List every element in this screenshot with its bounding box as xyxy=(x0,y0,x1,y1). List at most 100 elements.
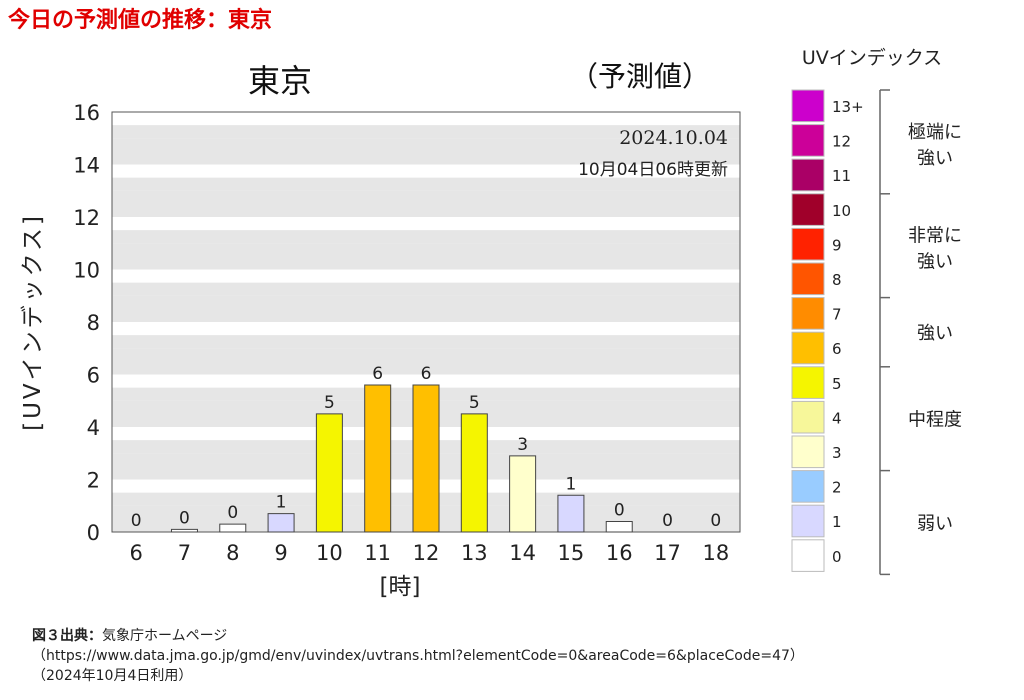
source-label: 図３出典： xyxy=(32,628,102,644)
grid-band xyxy=(112,230,740,244)
legend-group-label: 弱い xyxy=(917,514,953,535)
y-tick-label: 6 xyxy=(87,364,100,388)
grid-band xyxy=(112,335,740,349)
legend-level-label: 12 xyxy=(832,133,851,151)
bar-label-12: 6 xyxy=(421,364,432,384)
bar-label-17: 0 xyxy=(662,511,673,531)
legend-swatch xyxy=(791,124,825,157)
chart-updated: 10月04日06時更新 xyxy=(578,160,728,180)
bar-label-6: 0 xyxy=(131,511,142,531)
legend-swatch xyxy=(791,262,825,296)
x-tick-label: 10 xyxy=(316,541,343,565)
chart-title: 東京 xyxy=(248,62,312,100)
source-date: （2024年10月4日利用） xyxy=(32,668,193,684)
legend-level-label: 4 xyxy=(832,409,842,427)
grid-band xyxy=(112,256,740,270)
source-org: 気象庁ホームページ xyxy=(102,628,228,644)
x-tick-label: 16 xyxy=(606,541,633,565)
y-tick-label: 10 xyxy=(73,259,100,283)
bar-9 xyxy=(267,513,295,533)
grid-band xyxy=(112,348,740,362)
x-tick-label: 15 xyxy=(558,541,585,565)
x-tick-label: 6 xyxy=(129,541,142,565)
source-note: 図３出典：気象庁ホームページ （https://www.data.jma.go.… xyxy=(32,626,804,686)
bar-12 xyxy=(412,384,440,533)
grid-band xyxy=(112,151,740,165)
grid-band xyxy=(112,203,740,217)
uv-chart: 東京 （予測値）2024.10.0410月04日06時更新024681012141… xyxy=(20,47,962,600)
bar-label-13: 5 xyxy=(469,393,480,413)
legend-swatch xyxy=(791,193,825,226)
legend-group-label: 強い xyxy=(917,252,953,273)
legend-group-label: 強い xyxy=(917,148,953,169)
bar-label-15: 1 xyxy=(566,474,577,494)
grid-band xyxy=(112,295,740,309)
grid-band xyxy=(112,269,740,283)
legend-level-label: 1 xyxy=(832,513,842,531)
chart-subtitle: （予測値） xyxy=(570,60,710,93)
legend-group-label: 極端に xyxy=(908,122,962,143)
legend-level-label: 8 xyxy=(832,271,842,289)
bar-7 xyxy=(170,528,198,533)
x-tick-label: 7 xyxy=(178,541,191,565)
grid-band xyxy=(112,361,740,375)
x-tick-label: 11 xyxy=(364,541,391,565)
legend-swatch xyxy=(791,227,825,261)
legend-swatch xyxy=(791,366,825,399)
legend-level-label: 3 xyxy=(832,444,842,462)
grid-band xyxy=(112,177,740,191)
bar-14 xyxy=(509,455,537,533)
legend-swatch xyxy=(791,504,825,538)
y-tick-label: 14 xyxy=(73,154,100,178)
chart-date: 2024.10.04 xyxy=(619,127,728,149)
bar-label-8: 0 xyxy=(227,503,238,523)
grid-band xyxy=(112,164,740,178)
legend-level-label: 13+ xyxy=(832,98,864,116)
grid-band xyxy=(112,374,740,388)
bar-label-14: 3 xyxy=(517,435,528,455)
bar-label-7: 0 xyxy=(179,508,190,528)
source-url: （https://www.data.jma.go.jp/gmd/env/uvin… xyxy=(32,648,804,664)
y-tick-label: 16 xyxy=(73,101,100,125)
x-tick-label: 12 xyxy=(413,541,440,565)
grid-band xyxy=(112,190,740,204)
legend-group-label: 強い xyxy=(917,323,953,344)
y-tick-label: 2 xyxy=(87,469,100,493)
x-tick-label: 14 xyxy=(509,541,536,565)
grid-band xyxy=(112,282,740,296)
bar-label-11: 6 xyxy=(372,364,383,384)
grid-band xyxy=(112,322,740,336)
bar-label-9: 1 xyxy=(276,493,287,513)
bar-8 xyxy=(219,523,247,533)
bar-13 xyxy=(460,413,488,533)
legend-group-label: 非常に xyxy=(908,226,962,247)
y-tick-label: 0 xyxy=(87,521,100,545)
grid-band xyxy=(112,243,740,257)
y-tick-label: 8 xyxy=(87,311,100,335)
legend-swatch xyxy=(791,400,825,434)
x-tick-label: 18 xyxy=(702,541,729,565)
legend-title: UVインデックス xyxy=(802,47,942,69)
grid-band xyxy=(112,217,740,231)
grid-band xyxy=(112,112,740,126)
y-tick-label: 12 xyxy=(73,206,100,230)
bar-label-16: 0 xyxy=(614,501,625,521)
legend-swatch xyxy=(791,297,825,330)
legend-group-label: 中程度 xyxy=(908,410,962,431)
legend-swatch xyxy=(791,470,825,503)
x-tick-label: 9 xyxy=(274,541,287,565)
bar-label-10: 5 xyxy=(324,393,335,413)
legend-swatch xyxy=(791,435,825,469)
legend-swatch xyxy=(791,158,825,192)
legend-level-label: 11 xyxy=(832,167,851,185)
x-tick-label: 13 xyxy=(461,541,488,565)
legend-swatch xyxy=(791,539,825,572)
bar-10 xyxy=(315,413,343,533)
grid-band xyxy=(112,125,740,139)
legend-level-label: 7 xyxy=(832,306,842,324)
grid-band xyxy=(112,308,740,322)
x-tick-label: 8 xyxy=(226,541,239,565)
legend-level-label: 0 xyxy=(832,548,842,566)
bar-label-18: 0 xyxy=(710,511,721,531)
y-axis-label: [UVインデックス] xyxy=(20,213,46,431)
